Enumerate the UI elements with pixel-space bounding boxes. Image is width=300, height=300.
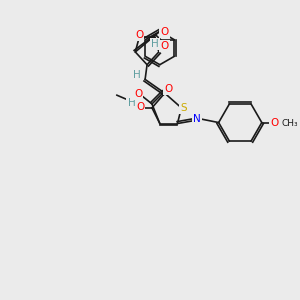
Text: O: O — [160, 40, 169, 51]
Text: H: H — [151, 39, 158, 49]
Text: O: O — [160, 27, 169, 37]
Text: O: O — [136, 102, 144, 112]
Text: O: O — [135, 30, 143, 40]
Text: H: H — [134, 70, 141, 80]
Text: O: O — [270, 118, 279, 128]
Text: H: H — [128, 98, 135, 108]
Text: CH₃: CH₃ — [281, 119, 298, 128]
Text: S: S — [180, 103, 187, 113]
Text: N: N — [193, 114, 201, 124]
Text: O: O — [134, 89, 142, 99]
Text: O: O — [164, 84, 173, 94]
